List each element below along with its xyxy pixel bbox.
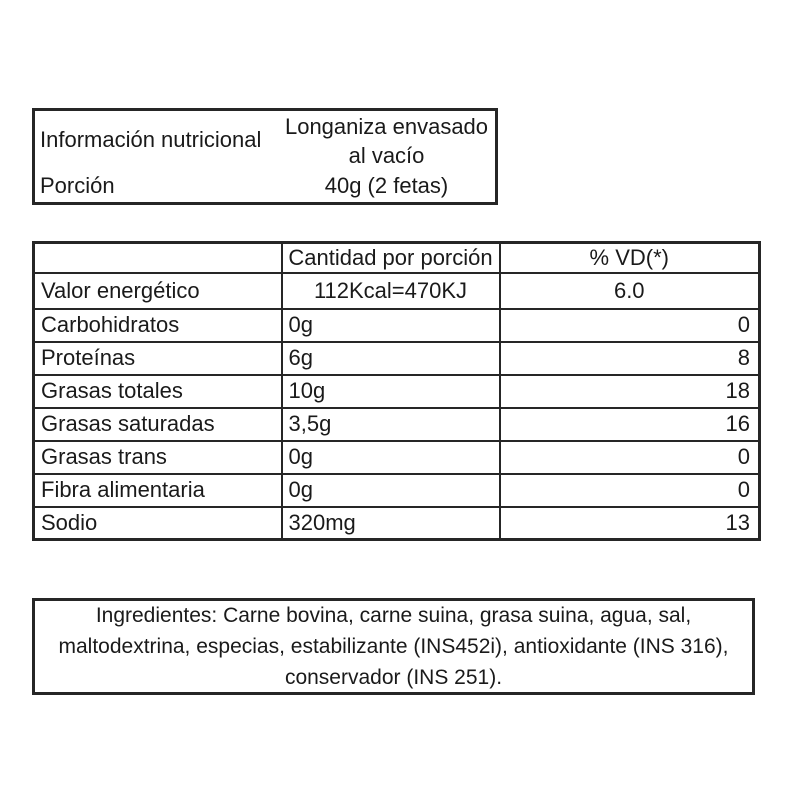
nutrient-name: Grasas trans bbox=[32, 439, 283, 475]
nutrient-amount: 0g bbox=[280, 439, 501, 475]
table-row: Sodio 320mg 13 bbox=[32, 505, 761, 541]
nutrient-name: Grasas saturadas bbox=[32, 406, 283, 442]
nutrition-info-title: Información nutricional bbox=[40, 127, 262, 152]
nutrient-amount: 112Kcal=470KJ bbox=[280, 271, 501, 310]
nutrient-vd: 16 bbox=[498, 406, 761, 442]
ingredients-box: Ingredientes: Carne bovina, carne suina,… bbox=[32, 598, 755, 695]
nutrient-amount: 0g bbox=[280, 472, 501, 508]
column-header-vd: % VD(*) bbox=[498, 241, 761, 274]
portion-label: Porción bbox=[40, 172, 115, 198]
nutrient-vd: 13 bbox=[498, 505, 761, 541]
table-row-energy: Valor energético 112Kcal=470KJ 6.0 bbox=[32, 271, 761, 310]
portion-value: 40g (2 fetas) bbox=[324, 172, 449, 198]
nutrient-vd: 0 bbox=[498, 472, 761, 508]
nutrient-amount: 10g bbox=[280, 373, 501, 409]
table-row: Fibra alimentaria 0g 0 bbox=[32, 472, 761, 508]
table-row: Proteínas 6g 8 bbox=[32, 340, 761, 376]
nutrient-amount: 3,5g bbox=[280, 406, 501, 442]
nutrient-name: Fibra alimentaria bbox=[32, 472, 283, 508]
product-name-cell: Longaniza envasado al vacío bbox=[278, 111, 495, 169]
nutrient-amount: 6g bbox=[280, 340, 501, 376]
table-header-row: Cantidad por porción % VD(*) bbox=[32, 241, 761, 274]
column-header-amount: Cantidad por porción bbox=[280, 241, 501, 274]
nutrition-header-box: Información nutricional Longaniza envasa… bbox=[32, 108, 498, 205]
nutrient-amount: 0g bbox=[280, 307, 501, 343]
nutrition-table-container: Cantidad por porción % VD(*) Valor energ… bbox=[32, 241, 761, 541]
nutrient-vd: 0 bbox=[498, 439, 761, 475]
nutrient-vd: 6.0 bbox=[498, 271, 761, 310]
nutrient-name: Proteínas bbox=[32, 340, 283, 376]
product-name: Longaniza envasado al vacío bbox=[284, 114, 489, 168]
nutrient-name: Carbohidratos bbox=[32, 307, 283, 343]
table-row: Grasas totales 10g 18 bbox=[32, 373, 761, 409]
nutrient-vd: 0 bbox=[498, 307, 761, 343]
nutrition-table: Cantidad por porción % VD(*) Valor energ… bbox=[32, 241, 761, 541]
nutrient-name: Sodio bbox=[32, 505, 283, 541]
table-row: Grasas trans 0g 0 bbox=[32, 439, 761, 475]
ingredients-text: Ingredientes: Carne bovina, carne suina,… bbox=[58, 604, 729, 689]
table-row: Carbohidratos 0g 0 bbox=[32, 307, 761, 343]
nutrient-amount: 320mg bbox=[280, 505, 501, 541]
nutrient-vd: 8 bbox=[498, 340, 761, 376]
table-row: Grasas saturadas 3,5g 16 bbox=[32, 406, 761, 442]
column-header-nutrient bbox=[32, 241, 283, 274]
nutrient-name: Grasas totales bbox=[32, 373, 283, 409]
nutrient-name: Valor energético bbox=[32, 271, 283, 310]
nutrient-vd: 18 bbox=[498, 373, 761, 409]
